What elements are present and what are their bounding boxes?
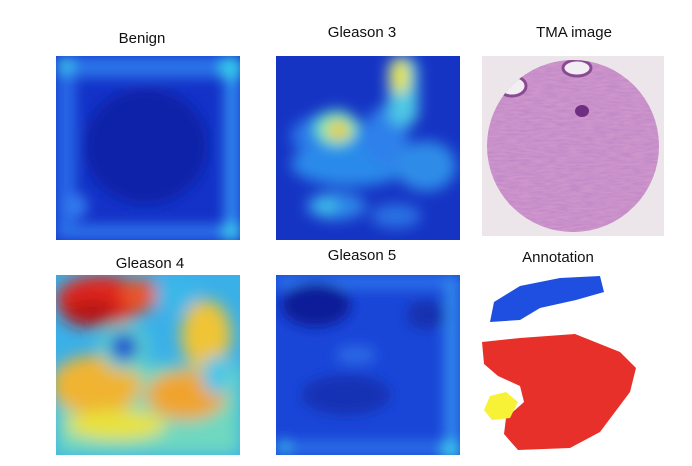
gleason3-label: Gleason 3 — [327, 24, 397, 41]
benign-label: Benign — [118, 30, 166, 47]
gleason4-label: Gleason 4 — [115, 255, 185, 272]
annotation-red-region — [482, 334, 636, 450]
gleason4-heatmap — [56, 275, 240, 455]
tma-image — [482, 56, 664, 236]
gleason5-heatmap — [276, 275, 460, 455]
annotation-map — [480, 272, 666, 456]
tma-label: TMA image — [536, 24, 612, 41]
gleason3-heatmap — [276, 56, 460, 240]
gleason5-label: Gleason 5 — [327, 247, 397, 264]
annotation-blue-region — [490, 276, 604, 322]
annotation-label: Annotation — [522, 249, 594, 266]
annotation-yellow-region — [484, 392, 518, 420]
benign-heatmap — [56, 56, 240, 240]
